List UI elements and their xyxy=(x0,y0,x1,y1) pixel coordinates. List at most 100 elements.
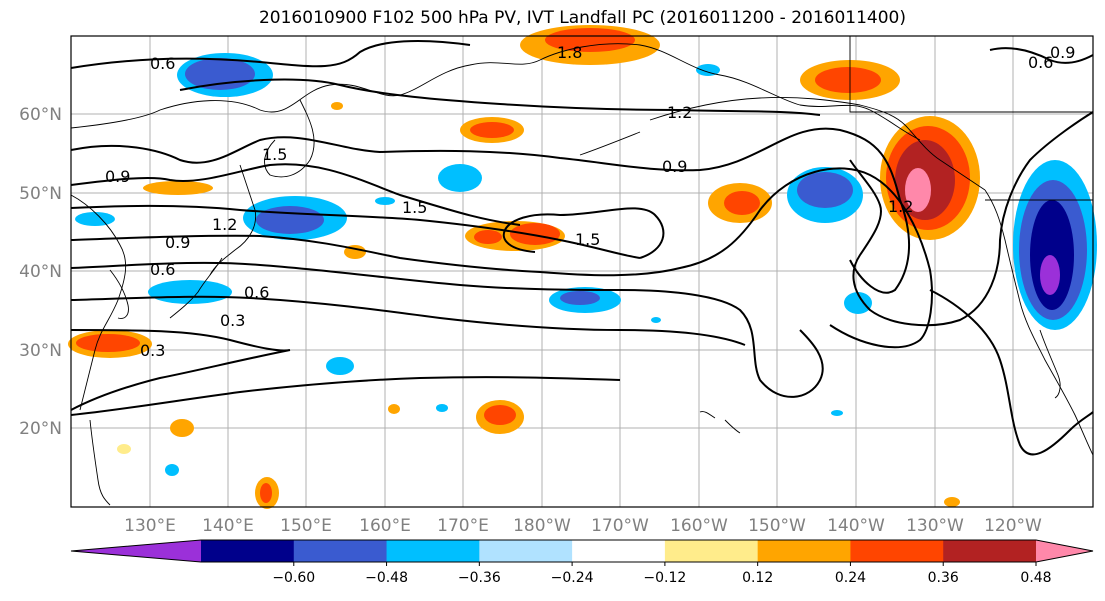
pv-contour-line xyxy=(179,78,821,116)
pv-contour-label: 1.5 xyxy=(402,198,427,217)
pv-contour-line xyxy=(70,39,471,69)
ivt-patch-positive xyxy=(331,102,343,110)
colorbar-tick-label: 0.24 xyxy=(835,570,866,586)
coastline-japan xyxy=(169,257,223,319)
pv-contour-label: 0.9 xyxy=(165,233,190,252)
colorbar-segment xyxy=(386,540,480,562)
pv-contour-line xyxy=(929,289,1094,456)
ivt-patch-positive xyxy=(143,181,213,195)
pv-contour-line xyxy=(70,163,521,226)
pv-contour-line xyxy=(989,47,1094,64)
coastline-sakhalin xyxy=(209,164,257,276)
pv-contour-label: 1.5 xyxy=(262,145,287,164)
ivt-patch-negative xyxy=(375,197,395,205)
map-frame xyxy=(70,35,1094,508)
colorbar-segment xyxy=(943,540,1037,562)
lon-label: 160°W xyxy=(670,516,728,536)
ivt-patch-negative xyxy=(256,206,324,234)
lon-label: 130°E xyxy=(124,516,176,536)
ivt-patch-negative xyxy=(165,464,179,476)
pv-contour-line xyxy=(70,204,641,259)
colorbar-tick-label: −0.12 xyxy=(643,570,686,586)
lon-label: 150°W xyxy=(748,516,806,536)
colorbar-segment xyxy=(757,540,851,562)
ivt-patch-negative xyxy=(651,317,661,323)
coastline-asia-east xyxy=(70,194,127,411)
coastline-aleutians xyxy=(579,131,641,156)
colorbar: −0.60 −0.48 −0.36 −0.24 −0.12 0.12 0.24 0.36 0.4… xyxy=(70,539,1094,586)
coastlines xyxy=(70,36,1094,506)
pv-contour-label: 0.9 xyxy=(1050,43,1075,62)
pv-contour-line xyxy=(70,127,911,294)
ivt-patch-negative xyxy=(560,291,600,305)
ivt-patch-negative xyxy=(75,212,115,226)
ivt-patch-negative xyxy=(436,404,448,412)
colorbar-tick-label: 0.12 xyxy=(742,570,773,586)
pv-contour-label: 0.3 xyxy=(220,311,245,330)
ivt-patch-negative xyxy=(797,172,853,208)
ivt-patch-negative xyxy=(185,58,255,90)
lon-label: 150°E xyxy=(280,516,332,536)
pv-contour-label: 0.6 xyxy=(150,260,175,279)
ivt-patch-positive xyxy=(815,67,881,93)
pv-contour-line xyxy=(502,207,665,259)
colorbar-segment xyxy=(664,540,759,562)
ivt-patch-positive xyxy=(470,122,514,138)
lat-label: 30°N xyxy=(19,341,62,361)
pv-contour-line xyxy=(70,376,621,416)
ivt-patch-positive xyxy=(484,405,516,425)
lon-label: 140°E xyxy=(202,516,254,536)
lat-label: 50°N xyxy=(19,184,62,204)
ivt-patch-positive xyxy=(905,168,931,212)
ivt-patch-positive xyxy=(545,28,635,52)
lat-label: 40°N xyxy=(19,262,62,282)
ivt-patch-positive xyxy=(117,444,131,454)
map-title: 2016010900 F102 500 hPa PV, IVT Landfall… xyxy=(258,8,906,28)
ivt-patch-positive xyxy=(724,191,760,215)
coastline-alaska xyxy=(649,97,986,191)
lon-label: 130°W xyxy=(906,516,964,536)
lon-label: 160°E xyxy=(359,516,411,536)
ivt-patch-positive xyxy=(76,334,140,352)
border-alaska-canada xyxy=(849,36,1093,113)
colorbar-extend-high xyxy=(1036,540,1093,562)
colorbar-tick-label: 0.36 xyxy=(928,570,959,586)
lat-label: 20°N xyxy=(19,419,62,439)
lat-label: 60°N xyxy=(19,105,62,125)
pv-contour-label: 1.2 xyxy=(667,103,692,122)
ivt-patch-positive xyxy=(510,223,560,245)
pv-contour-line xyxy=(70,261,824,398)
coastline-north xyxy=(70,43,921,141)
colorbar-segment xyxy=(572,540,666,562)
colorbar-segment xyxy=(479,540,573,562)
ivt-patch-positive xyxy=(260,483,272,503)
ivt-patch-negative xyxy=(844,292,872,314)
coastline-baja xyxy=(1039,329,1061,399)
pv-contour-label: 0.9 xyxy=(105,167,130,186)
colorbar-tick-label: −0.24 xyxy=(551,570,594,586)
pv-contour-line xyxy=(849,111,1094,327)
ivt-patch-negative xyxy=(831,410,843,416)
pv-contour-label: 1.5 xyxy=(575,230,600,249)
ivt-patch-positive xyxy=(170,419,194,437)
ivt-patch-negative xyxy=(1040,255,1060,295)
pv-contours xyxy=(70,39,1094,456)
lon-label: 120°W xyxy=(984,516,1042,536)
longitude-labels: 130°E 140°E 150°E 160°E 170°E 180°W 170°… xyxy=(124,516,1042,536)
ivt-patch-positive xyxy=(474,230,502,244)
colorbar-tick-label: −0.48 xyxy=(365,570,408,586)
latitude-labels: 60°N 50°N 40°N 30°N 20°N xyxy=(19,105,62,439)
pv-contour-line xyxy=(70,167,933,349)
pv-contour-label: 1.2 xyxy=(888,197,913,216)
lon-label: 170°E xyxy=(437,516,489,536)
coastline-korea xyxy=(109,269,129,319)
pv-contour-label: 0.9 xyxy=(662,157,687,176)
colorbar-segment xyxy=(850,540,944,562)
coastline-na-west xyxy=(984,189,1094,456)
pv-contour-line xyxy=(70,329,291,411)
pv-contour-label: 1.8 xyxy=(557,43,582,62)
pv-contour-label: 0.3 xyxy=(140,341,165,360)
colorbar-segment xyxy=(201,540,295,562)
pv-contour-line xyxy=(70,295,746,346)
pv-contour-label: 0.6 xyxy=(1028,53,1053,72)
